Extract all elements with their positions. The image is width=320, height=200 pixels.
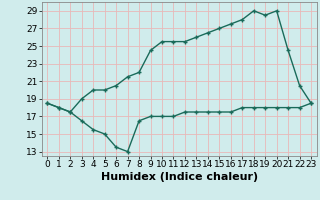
X-axis label: Humidex (Indice chaleur): Humidex (Indice chaleur): [100, 172, 258, 182]
